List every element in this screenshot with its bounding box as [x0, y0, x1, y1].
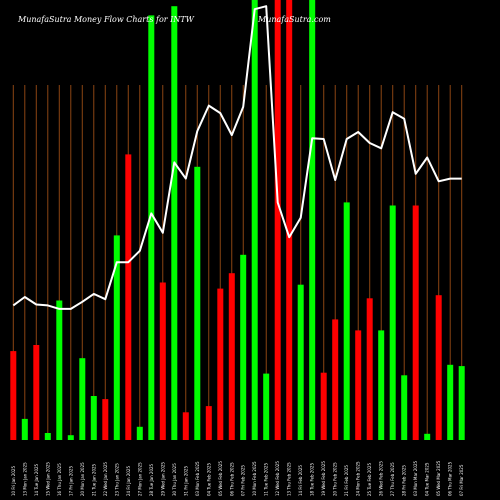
- tick-label: 10 Fri Jan 2025: [11, 466, 16, 496]
- bar-green: [67, 435, 74, 440]
- bar-green: [458, 366, 465, 440]
- tick-label: 04 Tue Mar 2025: [425, 462, 430, 496]
- tick-label: 12 Wed Feb 2025: [275, 461, 280, 496]
- bar-green: [56, 300, 63, 440]
- bar-green: [113, 235, 120, 440]
- bar-green: [343, 202, 350, 440]
- bar-green: [44, 433, 51, 440]
- money-flow-line: [12, 5, 462, 310]
- bar-green: [309, 0, 316, 440]
- tick-label: 27 Thu Feb 2025: [390, 462, 395, 496]
- tick-label: 26 Wed Feb 2025: [379, 461, 384, 496]
- tick-label: 03 Mon Feb 2025: [195, 461, 200, 496]
- bar-green: [21, 418, 28, 440]
- bar-red: [125, 154, 132, 440]
- bar-green: [171, 6, 178, 440]
- bar-red: [355, 330, 362, 440]
- bar-green: [90, 396, 97, 440]
- tick-label: 25 Tue Feb 2025: [367, 463, 372, 496]
- chart-watermark: MunafaSutra.com: [257, 15, 331, 24]
- bar-red: [217, 288, 224, 440]
- tick-label: 06 Thu Feb 2025: [229, 462, 234, 496]
- bar-red: [366, 298, 373, 440]
- tick-label: 05 Wed Feb 2025: [218, 461, 223, 496]
- bar-red: [435, 295, 442, 440]
- tick-label: 07 Fri Mar 2025: [459, 464, 464, 496]
- money-flow-bars: [10, 0, 465, 441]
- bar-green: [240, 254, 247, 440]
- bar-red: [102, 399, 109, 440]
- bar-green: [401, 375, 408, 440]
- bar-red: [286, 0, 293, 440]
- tick-label: 07 Fri Feb 2025: [241, 465, 246, 496]
- bar-green: [251, 0, 258, 440]
- tick-label: 21 Tue Jan 2025: [91, 463, 96, 496]
- bar-red: [33, 345, 40, 440]
- tick-label: 10 Mon Feb 2025: [252, 461, 257, 496]
- x-axis-tick-labels: 10 Fri Jan 2025 13 Mon Jan 2025 14 Tue Jan…: [11, 460, 464, 496]
- tick-label: 28 Tue Jan 2025: [149, 463, 154, 496]
- tick-label: 24 Mon Feb 2025: [356, 461, 361, 496]
- bar-green: [378, 330, 385, 440]
- bar-green: [79, 358, 86, 440]
- bar-green: [263, 373, 270, 440]
- tick-label: 19 Wed Feb 2025: [321, 461, 326, 496]
- bar-red: [412, 205, 419, 440]
- tick-label: 30 Thu Jan 2025: [172, 463, 177, 496]
- bar-red: [182, 412, 189, 440]
- tick-label: 24 Fri Jan 2025: [126, 466, 131, 496]
- chart-title: MunafaSutra Money Flow Charts for INTW: [17, 15, 195, 24]
- tick-label: 20 Thu Feb 2025: [333, 462, 338, 496]
- tick-label: 04 Tue Feb 2025: [206, 463, 211, 496]
- bar-green: [136, 426, 143, 440]
- tick-label: 05 Wed Mar 2025: [436, 460, 441, 496]
- tick-label: 23 Thu Jan 2025: [114, 463, 119, 496]
- tick-label: 21 Fri Feb 2025: [344, 465, 349, 496]
- tick-label: 29 Wed Jan 2025: [160, 462, 165, 496]
- bar-red: [274, 0, 281, 440]
- bar-red: [10, 351, 17, 440]
- tick-label: 20 Mon Jan 2025: [80, 462, 85, 496]
- tick-label: 06 Thu Mar 2025: [448, 461, 453, 496]
- tick-label: 14 Tue Jan 2025: [34, 463, 39, 496]
- bar-red: [228, 273, 235, 440]
- tick-label: 18 Tue Feb 2025: [310, 463, 315, 496]
- tick-label: 17 Fri Jan 2025: [68, 466, 73, 496]
- bar-green: [148, 15, 155, 441]
- tick-label: 03 Mon Mar 2025: [413, 460, 418, 496]
- tick-label: 13 Mon Jan 2025: [22, 462, 27, 496]
- bar-green: [297, 284, 304, 440]
- tick-label: 11 Tue Feb 2025: [264, 463, 269, 496]
- tick-label: 28 Fri Feb 2025: [402, 465, 407, 496]
- bar-red: [205, 406, 212, 440]
- bar-green: [447, 364, 454, 440]
- tick-label: 31 Fri Jan 2025: [183, 466, 188, 496]
- tick-label: 15 Wed Jan 2025: [45, 462, 50, 496]
- bar-red: [320, 372, 327, 440]
- tick-label: 27 Mon Jan 2025: [137, 462, 142, 496]
- bar-red: [332, 319, 339, 440]
- bar-green: [424, 433, 431, 440]
- tick-label: 16 Thu Jan 2025: [57, 463, 62, 496]
- bar-red: [159, 282, 166, 440]
- bar-green: [194, 166, 201, 441]
- bar-green: [389, 205, 396, 440]
- tick-label: 22 Wed Jan 2025: [103, 462, 108, 496]
- tick-label: 13 Thu Feb 2025: [287, 462, 292, 496]
- tick-label: 14 Fri Feb 2025: [298, 465, 303, 496]
